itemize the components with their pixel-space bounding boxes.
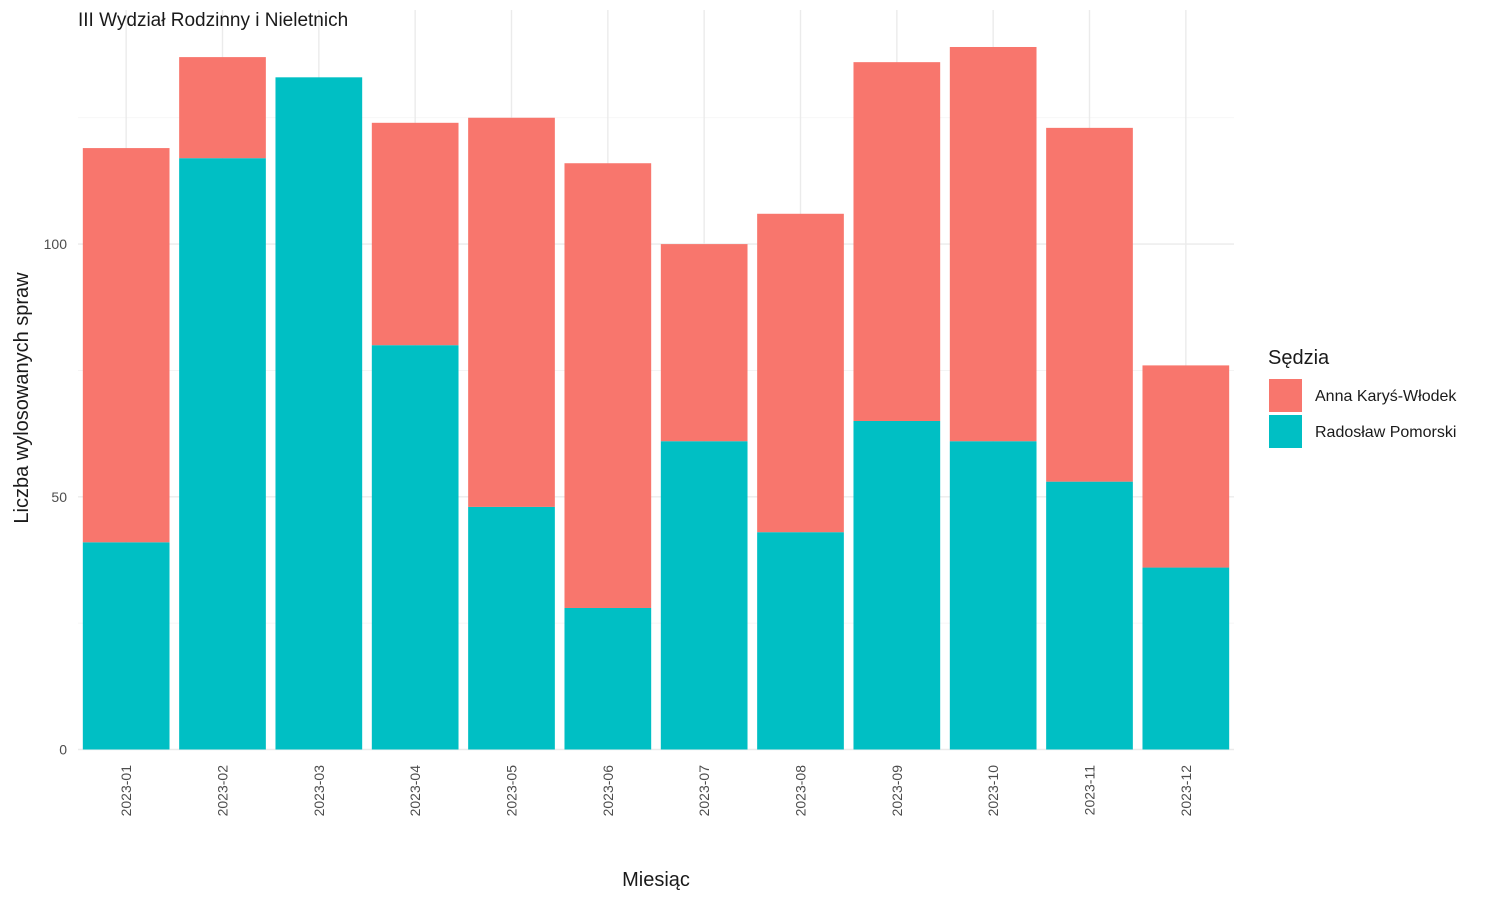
axes: 0 50 100 2023-01 2023-02 2023-03 2023-04 2023-0… bbox=[44, 236, 1194, 816]
x-tick-label: 2023-07 bbox=[696, 765, 712, 817]
bar-segment bbox=[853, 62, 941, 421]
bar-segment bbox=[1046, 127, 1133, 482]
bar-segment bbox=[275, 77, 363, 750]
bar-segment bbox=[1046, 481, 1133, 750]
bar-segment bbox=[82, 148, 170, 543]
x-tick-label: 2023-08 bbox=[793, 765, 809, 817]
bar-segment bbox=[949, 441, 1037, 750]
x-tick-label: 2023-11 bbox=[1082, 765, 1098, 816]
bar-segment bbox=[853, 420, 941, 750]
y-tick-label: 0 bbox=[59, 742, 67, 758]
chart-title: III Wydział Rodzinny i Nieletnich bbox=[78, 10, 348, 31]
bar-segment bbox=[179, 158, 266, 750]
x-tick-label: 2023-01 bbox=[118, 765, 134, 817]
bar-segment bbox=[660, 441, 748, 750]
legend-swatch bbox=[1269, 415, 1302, 448]
bar-segment bbox=[371, 345, 459, 750]
bar-segment bbox=[949, 46, 1037, 442]
bar-segment bbox=[1142, 567, 1230, 750]
x-tick-label: 2023-09 bbox=[889, 765, 905, 817]
x-tick-label: 2023-06 bbox=[600, 765, 616, 817]
legend: Sędzia Anna Karyś-Włodek Radosław Pomorsk… bbox=[1268, 347, 1457, 448]
x-tick-label: 2023-03 bbox=[311, 765, 327, 817]
legend-label: Anna Karyś-Włodek bbox=[1315, 388, 1457, 405]
bar-segment bbox=[564, 163, 652, 608]
bar-segment bbox=[371, 122, 459, 346]
legend-title: Sędzia bbox=[1268, 347, 1330, 369]
bar-segment bbox=[564, 607, 652, 750]
legend-swatch bbox=[1269, 379, 1302, 412]
bar-segment bbox=[179, 57, 266, 159]
bar-segment bbox=[82, 542, 170, 750]
y-tick-label: 50 bbox=[51, 489, 67, 505]
bar-segment bbox=[660, 244, 748, 442]
y-axis-title: Liczba wylosowanych spraw bbox=[11, 272, 33, 524]
bar-segment bbox=[757, 213, 844, 533]
x-tick-label: 2023-10 bbox=[985, 765, 1001, 817]
x-axis-title: Miesiąc bbox=[622, 869, 690, 891]
bar-segment bbox=[757, 532, 844, 750]
x-tick-label: 2023-12 bbox=[1178, 765, 1194, 817]
bar-segment bbox=[468, 117, 555, 507]
x-tick-label: 2023-05 bbox=[504, 765, 520, 817]
x-tick-label: 2023-04 bbox=[407, 765, 423, 817]
bar-segment bbox=[468, 506, 555, 750]
bars bbox=[82, 46, 1230, 750]
y-tick-label: 100 bbox=[44, 236, 68, 252]
legend-label: Radosław Pomorski bbox=[1315, 424, 1456, 441]
bar-segment bbox=[1142, 365, 1230, 568]
x-tick-label: 2023-02 bbox=[215, 765, 231, 817]
